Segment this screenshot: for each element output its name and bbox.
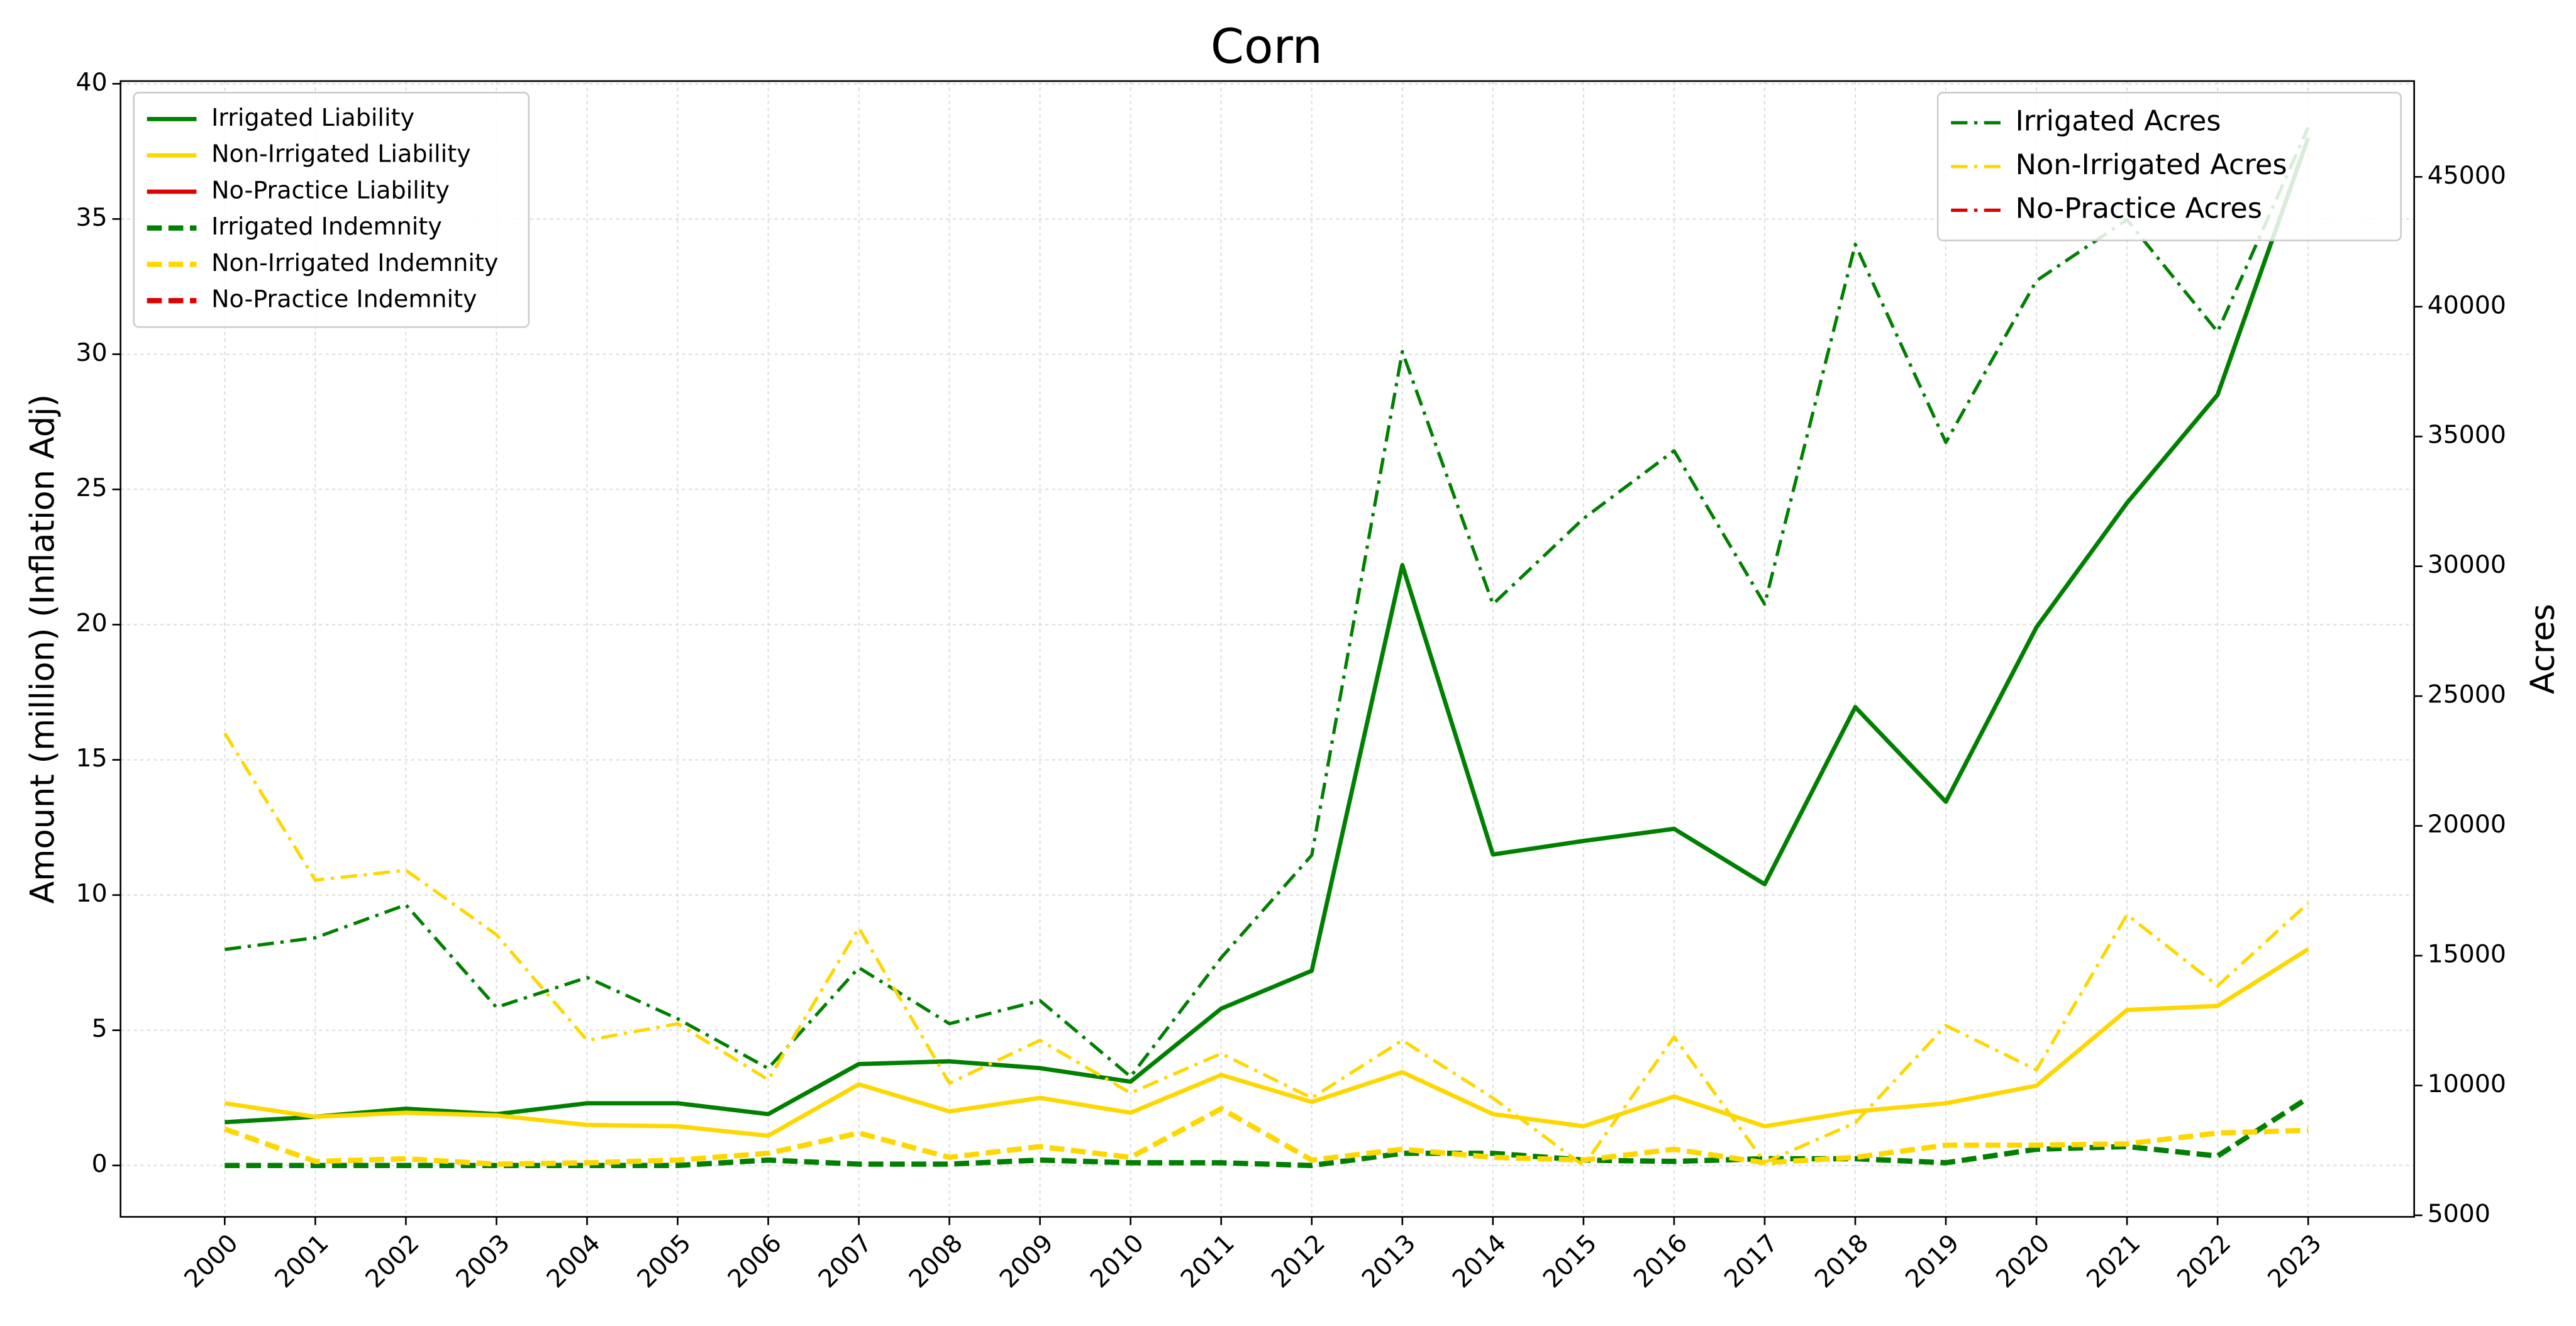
x-tick-label: 2017: [1719, 1229, 1784, 1293]
legend-label: Non-Irrigated Acres: [2016, 148, 2287, 181]
x-tick-label: 2009: [994, 1229, 1059, 1293]
x-tick-label: 2008: [903, 1229, 968, 1293]
legend-label: Irrigated Liability: [211, 104, 414, 131]
x-tick-label: 2005: [631, 1229, 696, 1293]
x-tick-label: 2023: [2262, 1229, 2327, 1293]
x-tick-label: 2013: [1357, 1229, 1421, 1293]
chart-title: Corn: [1211, 18, 1323, 74]
y2-tick-label: 40000: [2428, 290, 2506, 319]
y-tick-label: 35: [76, 203, 108, 232]
legend-label: No-Practice Liability: [211, 176, 450, 204]
y-tick-label: 10: [76, 879, 108, 908]
x-tick-label: 2002: [360, 1229, 425, 1293]
x-tick-label: 2006: [722, 1229, 787, 1293]
series-line: [223, 732, 2309, 1168]
y2-axis-label: Acres: [2524, 604, 2562, 694]
x-tick-label: 2004: [541, 1229, 606, 1293]
y2-tick-label: 20000: [2428, 810, 2506, 839]
x-tick-label: 2015: [1538, 1229, 1602, 1293]
y-axis-label: Amount (million) (Inflation Adj): [24, 394, 62, 904]
y2-tick-label: 45000: [2428, 161, 2506, 190]
x-tick-label: 2022: [2172, 1229, 2236, 1293]
y2-tick-label: 35000: [2428, 421, 2506, 450]
y-tick-label: 30: [76, 338, 108, 367]
y-tick-label: 20: [76, 609, 108, 638]
legend: Irrigated Acres Non-Irrigated Acres No-Pra…: [1936, 92, 2402, 241]
x-tick-label: 2010: [1085, 1229, 1150, 1293]
y2-tick-label: 5000: [2428, 1199, 2490, 1228]
x-tick-label: 2011: [1175, 1229, 1240, 1293]
y2-tick-label: 25000: [2428, 680, 2506, 709]
x-tick-label: 2019: [1900, 1229, 1965, 1293]
y2-tick-label: 10000: [2428, 1069, 2506, 1098]
y-tick-label: 40: [76, 68, 108, 97]
x-tick-label: 2007: [813, 1229, 877, 1293]
legend-box: [133, 92, 530, 328]
legend-label: Non-Irrigated Indemnity: [211, 249, 498, 277]
series-line: [223, 1106, 2309, 1167]
x-tick-label: 2020: [1990, 1229, 2055, 1293]
legend: Irrigated Liability Non-Irrigated Liabili…: [133, 92, 530, 328]
x-tick-label: 2001: [269, 1229, 334, 1293]
legend-label: No-Practice Acres: [2016, 192, 2262, 224]
x-tick-label: 2016: [1628, 1229, 1693, 1293]
plot-frame: [119, 80, 2415, 1218]
y-tick-label: 15: [76, 744, 108, 773]
y-tick-label: 0: [92, 1149, 108, 1178]
series-line: [224, 947, 2309, 1138]
x-tick-label: 2000: [179, 1229, 243, 1293]
legend-label: Non-Irrigated Liability: [211, 140, 471, 168]
x-tick-label: 2018: [1809, 1229, 1874, 1293]
legend-label: No-Practice Indemnity: [211, 285, 477, 313]
series-line: [225, 137, 2311, 1125]
y2-tick-label: 15000: [2428, 940, 2506, 969]
x-tick-label: 2003: [450, 1229, 515, 1293]
legend-box: [1936, 92, 2402, 241]
x-tick-label: 2014: [1447, 1229, 1512, 1293]
legend-label: Irrigated Indemnity: [211, 213, 442, 240]
legend-label: Irrigated Acres: [2016, 104, 2221, 137]
y2-tick-label: 30000: [2428, 550, 2506, 579]
y-tick-label: 25: [76, 473, 108, 502]
series-line: [224, 126, 2310, 1079]
x-tick-label: 2012: [1266, 1229, 1331, 1293]
y-tick-label: 5: [92, 1014, 108, 1043]
x-tick-label: 2021: [2081, 1229, 2146, 1293]
